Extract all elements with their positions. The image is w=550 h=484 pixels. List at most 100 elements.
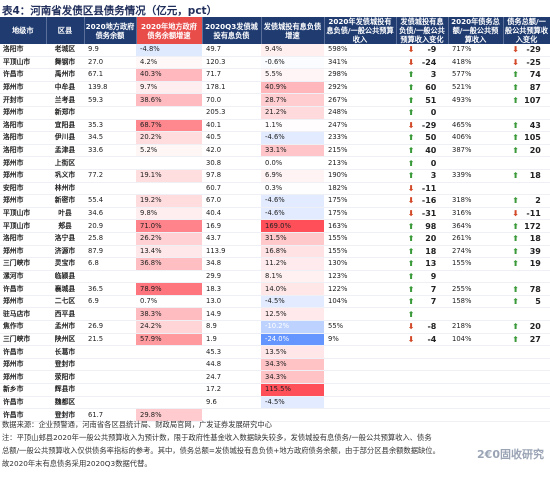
- city-cell: 郑州市: [0, 81, 46, 95]
- arrow-up-icon: ⬆: [512, 70, 519, 80]
- value-cell: 34.3%: [261, 358, 324, 372]
- change-cell: ⬆ 18: [503, 169, 550, 183]
- value-cell: 35.3: [84, 119, 136, 133]
- arrow-up-icon: ⬆: [512, 334, 519, 344]
- value-cell: 78.9%: [136, 282, 202, 296]
- value-cell: 178.1: [202, 81, 261, 95]
- value-cell: 5.5%: [261, 68, 324, 82]
- arrow-up-icon: ⬆: [407, 171, 415, 181]
- change-cell: [396, 408, 448, 422]
- arrow-up-icon: ⬆: [407, 246, 415, 256]
- change-cell: [396, 396, 448, 410]
- value-cell: 26.2%: [136, 232, 202, 246]
- county-cell: 兰考县: [46, 93, 84, 107]
- value-cell: 57.9%: [136, 333, 202, 347]
- table-row: 驻马店市 西平县 38.3% 14.9 12.5% ⬆: [0, 307, 550, 322]
- value-cell: 24.7: [202, 370, 261, 385]
- value-cell: -10.2%: [261, 320, 324, 334]
- change-value: -29: [421, 120, 437, 130]
- value-cell: 122%: [324, 282, 396, 296]
- value-cell: 59.3: [84, 93, 136, 107]
- city-cell: 许昌市: [0, 68, 46, 82]
- county-cell: 叶县: [46, 207, 84, 221]
- city-cell: 洛阳市: [0, 232, 46, 246]
- city-cell: 洛阳市: [0, 44, 46, 57]
- value-cell: [448, 396, 503, 410]
- value-cell: 38.3%: [136, 307, 202, 322]
- value-cell: 24.2%: [136, 320, 202, 334]
- value-cell: 0.3%: [261, 182, 324, 196]
- value-cell: [448, 307, 503, 322]
- change-value: 9: [430, 271, 437, 281]
- county-cell: 荥阳市: [46, 370, 84, 385]
- value-cell: 40.4: [202, 207, 261, 221]
- value-cell: 16.9: [202, 219, 261, 233]
- city-cell: 许昌市: [0, 282, 46, 296]
- arrow-up-icon: ⬆: [512, 146, 519, 156]
- arrow-up-icon: ⬆: [512, 120, 519, 130]
- column-header: 2020年发债城投有息负债/一般公共预算收入: [324, 17, 397, 44]
- table-row: 郑州市 新郑市 205.3 21.2% 248% ⬆ 0: [0, 106, 550, 120]
- change-value: -24: [421, 57, 437, 67]
- change-cell: [503, 182, 550, 196]
- change-value: 43: [529, 120, 541, 130]
- change-cell: ⬇ -16: [396, 194, 448, 208]
- table-row: 许昌市 登封市 61.7 29.8%: [0, 408, 550, 422]
- table-row: 许昌市 长葛市 45.3 13.5%: [0, 345, 550, 359]
- value-cell: [136, 358, 202, 372]
- change-cell: [396, 383, 448, 397]
- value-cell: 6.9%: [261, 169, 324, 183]
- value-cell: 19.2%: [136, 194, 202, 208]
- value-cell: 36.5: [84, 282, 136, 296]
- county-cell: 魏都区: [46, 396, 84, 410]
- change-cell: ⬆ 20: [396, 232, 448, 246]
- value-cell: 34.6: [84, 207, 136, 221]
- value-cell: 233%: [324, 131, 396, 145]
- arrow-up-icon: ⬆: [407, 234, 415, 244]
- change-cell: ⬇ -29: [503, 44, 550, 57]
- value-cell: 218%: [448, 320, 503, 334]
- county-cell: 上街区: [46, 156, 84, 170]
- value-cell: 14.9: [202, 307, 261, 322]
- value-cell: 67.0: [202, 194, 261, 208]
- value-cell: -4.6%: [261, 194, 324, 208]
- value-cell: 40.9%: [261, 81, 324, 95]
- change-value: 40: [425, 146, 437, 156]
- city-cell: 郑州市: [0, 156, 46, 170]
- value-cell: [448, 270, 503, 284]
- city-cell: 许昌市: [0, 408, 46, 422]
- value-cell: 60.7: [202, 182, 261, 196]
- arrow-up-icon: ⬆: [512, 322, 519, 332]
- arrow-up-icon: ⬆: [407, 70, 415, 80]
- value-cell: 77.2: [84, 169, 136, 183]
- value-cell: [136, 270, 202, 284]
- value-cell: -4.8%: [136, 44, 202, 57]
- change-cell: ⬇ -31: [396, 207, 448, 221]
- table-row: 洛阳市 老城区 9.9 -4.8% 49.7 9.4% 598% ⬇ -9 717% ⬇ -29: [0, 44, 550, 57]
- value-cell: 139.8: [84, 81, 136, 95]
- arrow-up-icon: ⬆: [512, 83, 519, 93]
- change-value: 3: [430, 171, 437, 181]
- change-value: 172: [524, 221, 541, 231]
- debt-table: 地级市 区县 2020地方政府债务余额 2020年地方政府债务余额增速 2020Q3发债…: [0, 17, 550, 422]
- value-cell: 9.9: [84, 44, 136, 57]
- arrow-up-icon: ⬆: [512, 133, 519, 143]
- arrow-down-icon: ⬇: [407, 334, 415, 344]
- value-cell: 8.1%: [261, 270, 324, 284]
- change-cell: [503, 106, 550, 120]
- table-row: 郑州市 登封市 44.8 34.3%: [0, 358, 550, 372]
- change-value: 60: [425, 83, 437, 93]
- value-cell: 17.2: [202, 383, 261, 397]
- table-row: 郑州市 荥阳市 24.7 34.3%: [0, 370, 550, 385]
- change-cell: [503, 396, 550, 410]
- notes: 数据来源：企业预警通，河南省各区县统计局、财政局官网，广发证券发展研究中心 注：…: [2, 418, 548, 470]
- value-cell: [324, 345, 396, 359]
- city-cell: 洛阳市: [0, 131, 46, 145]
- column-header: 2020Q3发债城投有息负债: [202, 17, 262, 44]
- table-row: 漯河市 临颍县 29.9 8.1% 123% ⬆ 9: [0, 270, 550, 284]
- change-value: 87: [529, 83, 541, 93]
- value-cell: [136, 383, 202, 397]
- change-value: 98: [425, 221, 437, 231]
- value-cell: 27.0: [84, 56, 136, 70]
- table-header-row: 地级市 区县 2020地方政府债务余额 2020年地方政府债务余额增速 2020Q3发债…: [0, 17, 550, 44]
